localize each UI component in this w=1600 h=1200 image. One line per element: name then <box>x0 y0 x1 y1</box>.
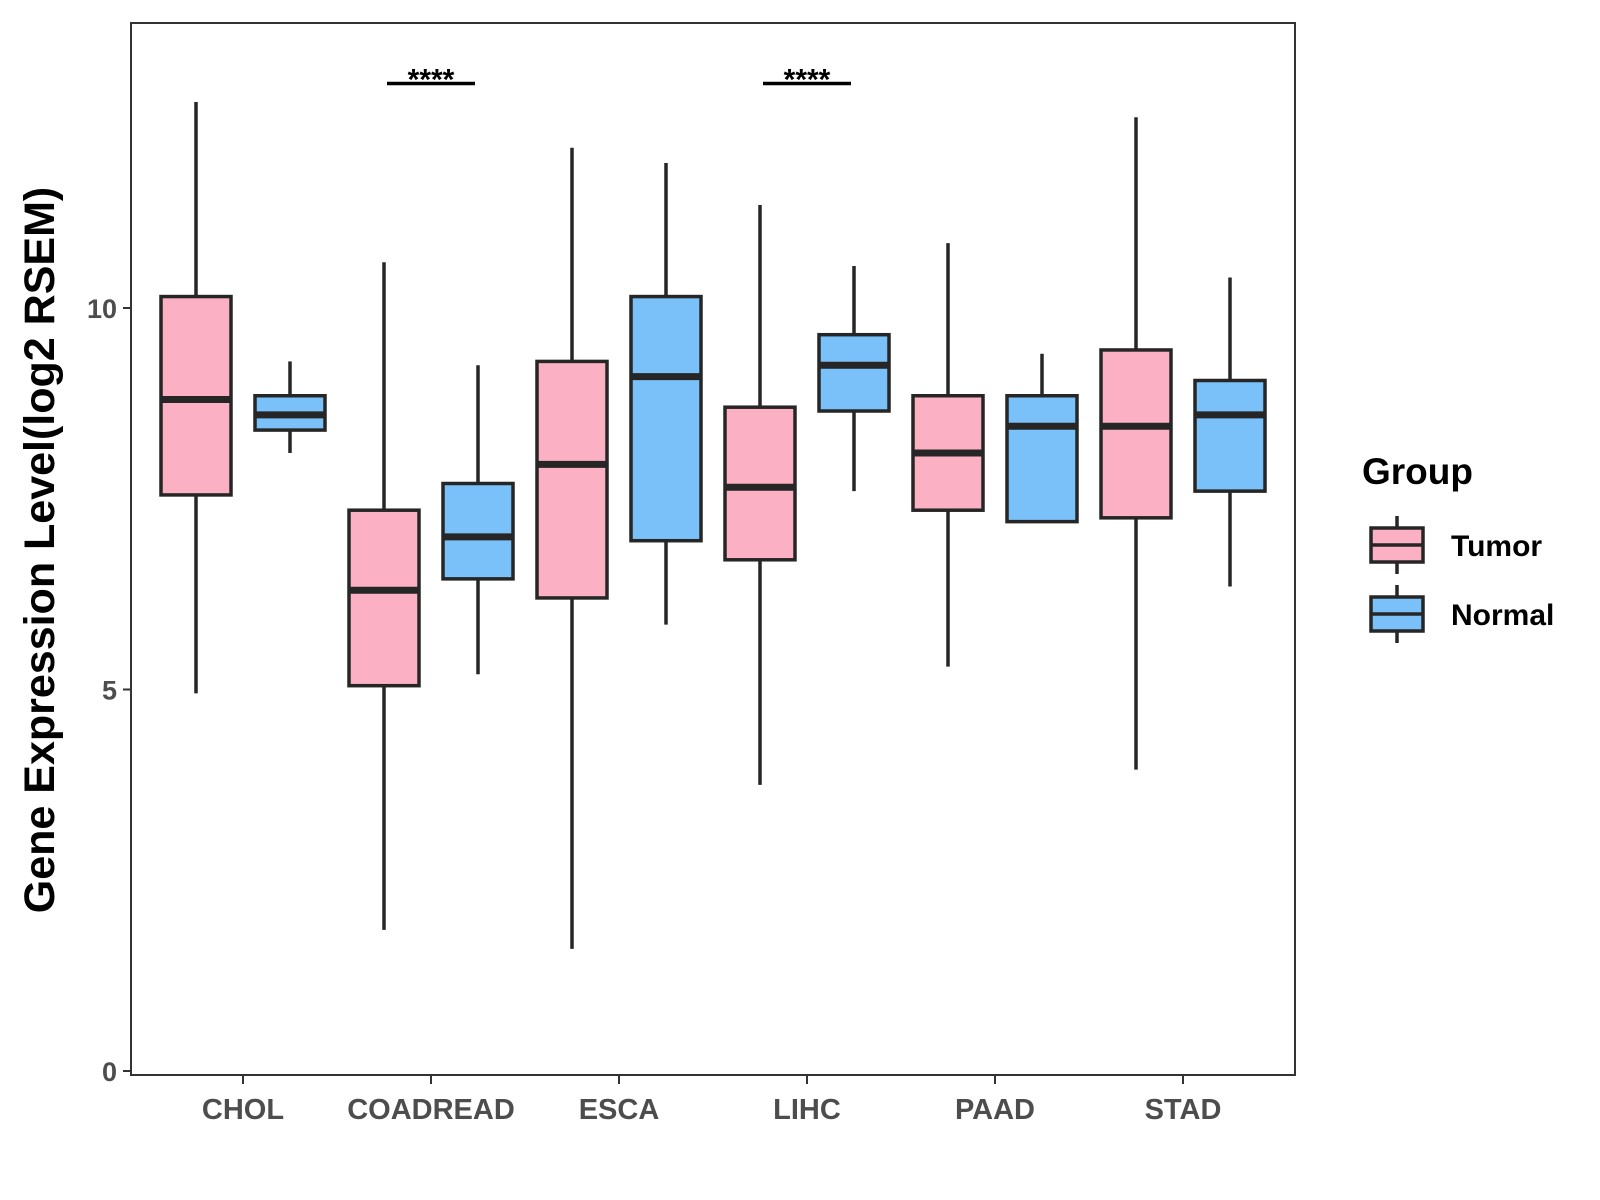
y-tick-label: 5 <box>102 676 117 706</box>
x-tick-label: COADREAD <box>347 1094 515 1126</box>
box-iqr <box>441 481 515 581</box>
legend-title: Group <box>1362 451 1473 492</box>
x-tick-label: PAAD <box>955 1094 1035 1126</box>
box-normal-coadread <box>441 365 515 675</box>
y-tick-label: 0 <box>102 1057 117 1087</box>
box-tumor-paad <box>911 243 985 667</box>
legend-entry-normal: Normal <box>1369 585 1554 643</box>
box-tumor-chol <box>159 101 233 694</box>
plot-panel <box>130 22 1296 1076</box>
box-iqr <box>1099 348 1173 520</box>
legend-label: Normal <box>1451 599 1554 632</box>
box-iqr <box>1193 378 1267 493</box>
box-tumor-stad <box>1099 117 1173 770</box>
significance-label: **** <box>784 63 831 96</box>
legend-entry-tumor: Tumor <box>1369 516 1542 574</box>
box-normal-stad <box>1193 277 1267 587</box>
box-iqr <box>817 332 891 413</box>
box-series <box>159 101 1267 949</box>
box-iqr <box>629 294 703 543</box>
legend: Group Tumor Normal <box>1362 451 1554 643</box>
significance-coadread: **** <box>387 63 475 96</box>
box-tumor-coadread <box>347 262 421 930</box>
box-iqr <box>1005 393 1079 524</box>
y-axis-title: Gene Expression Level(log2 RSEM) <box>16 187 64 913</box>
box-normal-lihc <box>817 266 891 492</box>
series-normal <box>253 163 1267 675</box>
box-normal-esca <box>629 163 703 625</box>
box-iqr <box>535 359 609 600</box>
y-tick-label: 10 <box>87 294 117 324</box>
significance-annotations: **** **** <box>387 63 851 96</box>
legend-label: Tumor <box>1451 530 1542 563</box>
box-iqr <box>347 508 421 688</box>
series-tumor <box>159 101 1173 949</box>
x-axis: CHOL COADREAD ESCA LIHC PAAD STAD <box>202 1075 1221 1126</box>
significance-lihc: **** <box>763 63 851 96</box>
significance-label: **** <box>408 63 455 96</box>
y-axis: 0 5 10 <box>87 294 131 1087</box>
x-tick-label: STAD <box>1145 1094 1222 1126</box>
box-tumor-esca <box>535 147 609 949</box>
box-iqr <box>159 294 233 497</box>
x-tick-label: CHOL <box>202 1094 284 1126</box>
box-normal-chol <box>253 361 327 453</box>
box-normal-paad <box>1005 353 1079 524</box>
x-tick-label: ESCA <box>579 1094 660 1126</box>
box-tumor-lihc <box>723 204 797 785</box>
box-iqr <box>723 405 797 562</box>
x-tick-label: LIHC <box>773 1094 841 1126</box>
